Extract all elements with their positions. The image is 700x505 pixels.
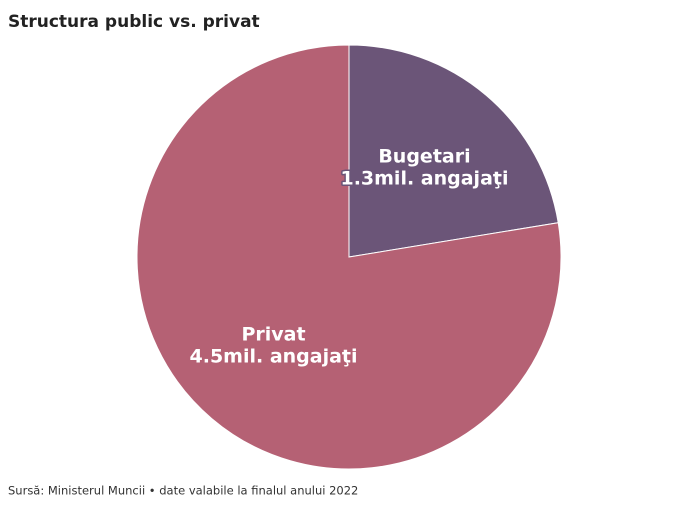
chart-title: Structura public vs. privat — [8, 12, 260, 32]
slice-category-label: Bugetari — [378, 146, 470, 168]
pie-slice — [348, 44, 559, 258]
pie — [136, 44, 562, 470]
pie-slice — [136, 44, 562, 470]
slice-value-label: 4.5mil. angajaţi — [190, 345, 358, 367]
source-note: Sursă: Ministerul Muncii • date valabile… — [8, 484, 358, 498]
slice-value-label: 1.3mil. angajaţi — [340, 168, 508, 190]
slice-category-label: Privat — [241, 323, 305, 345]
